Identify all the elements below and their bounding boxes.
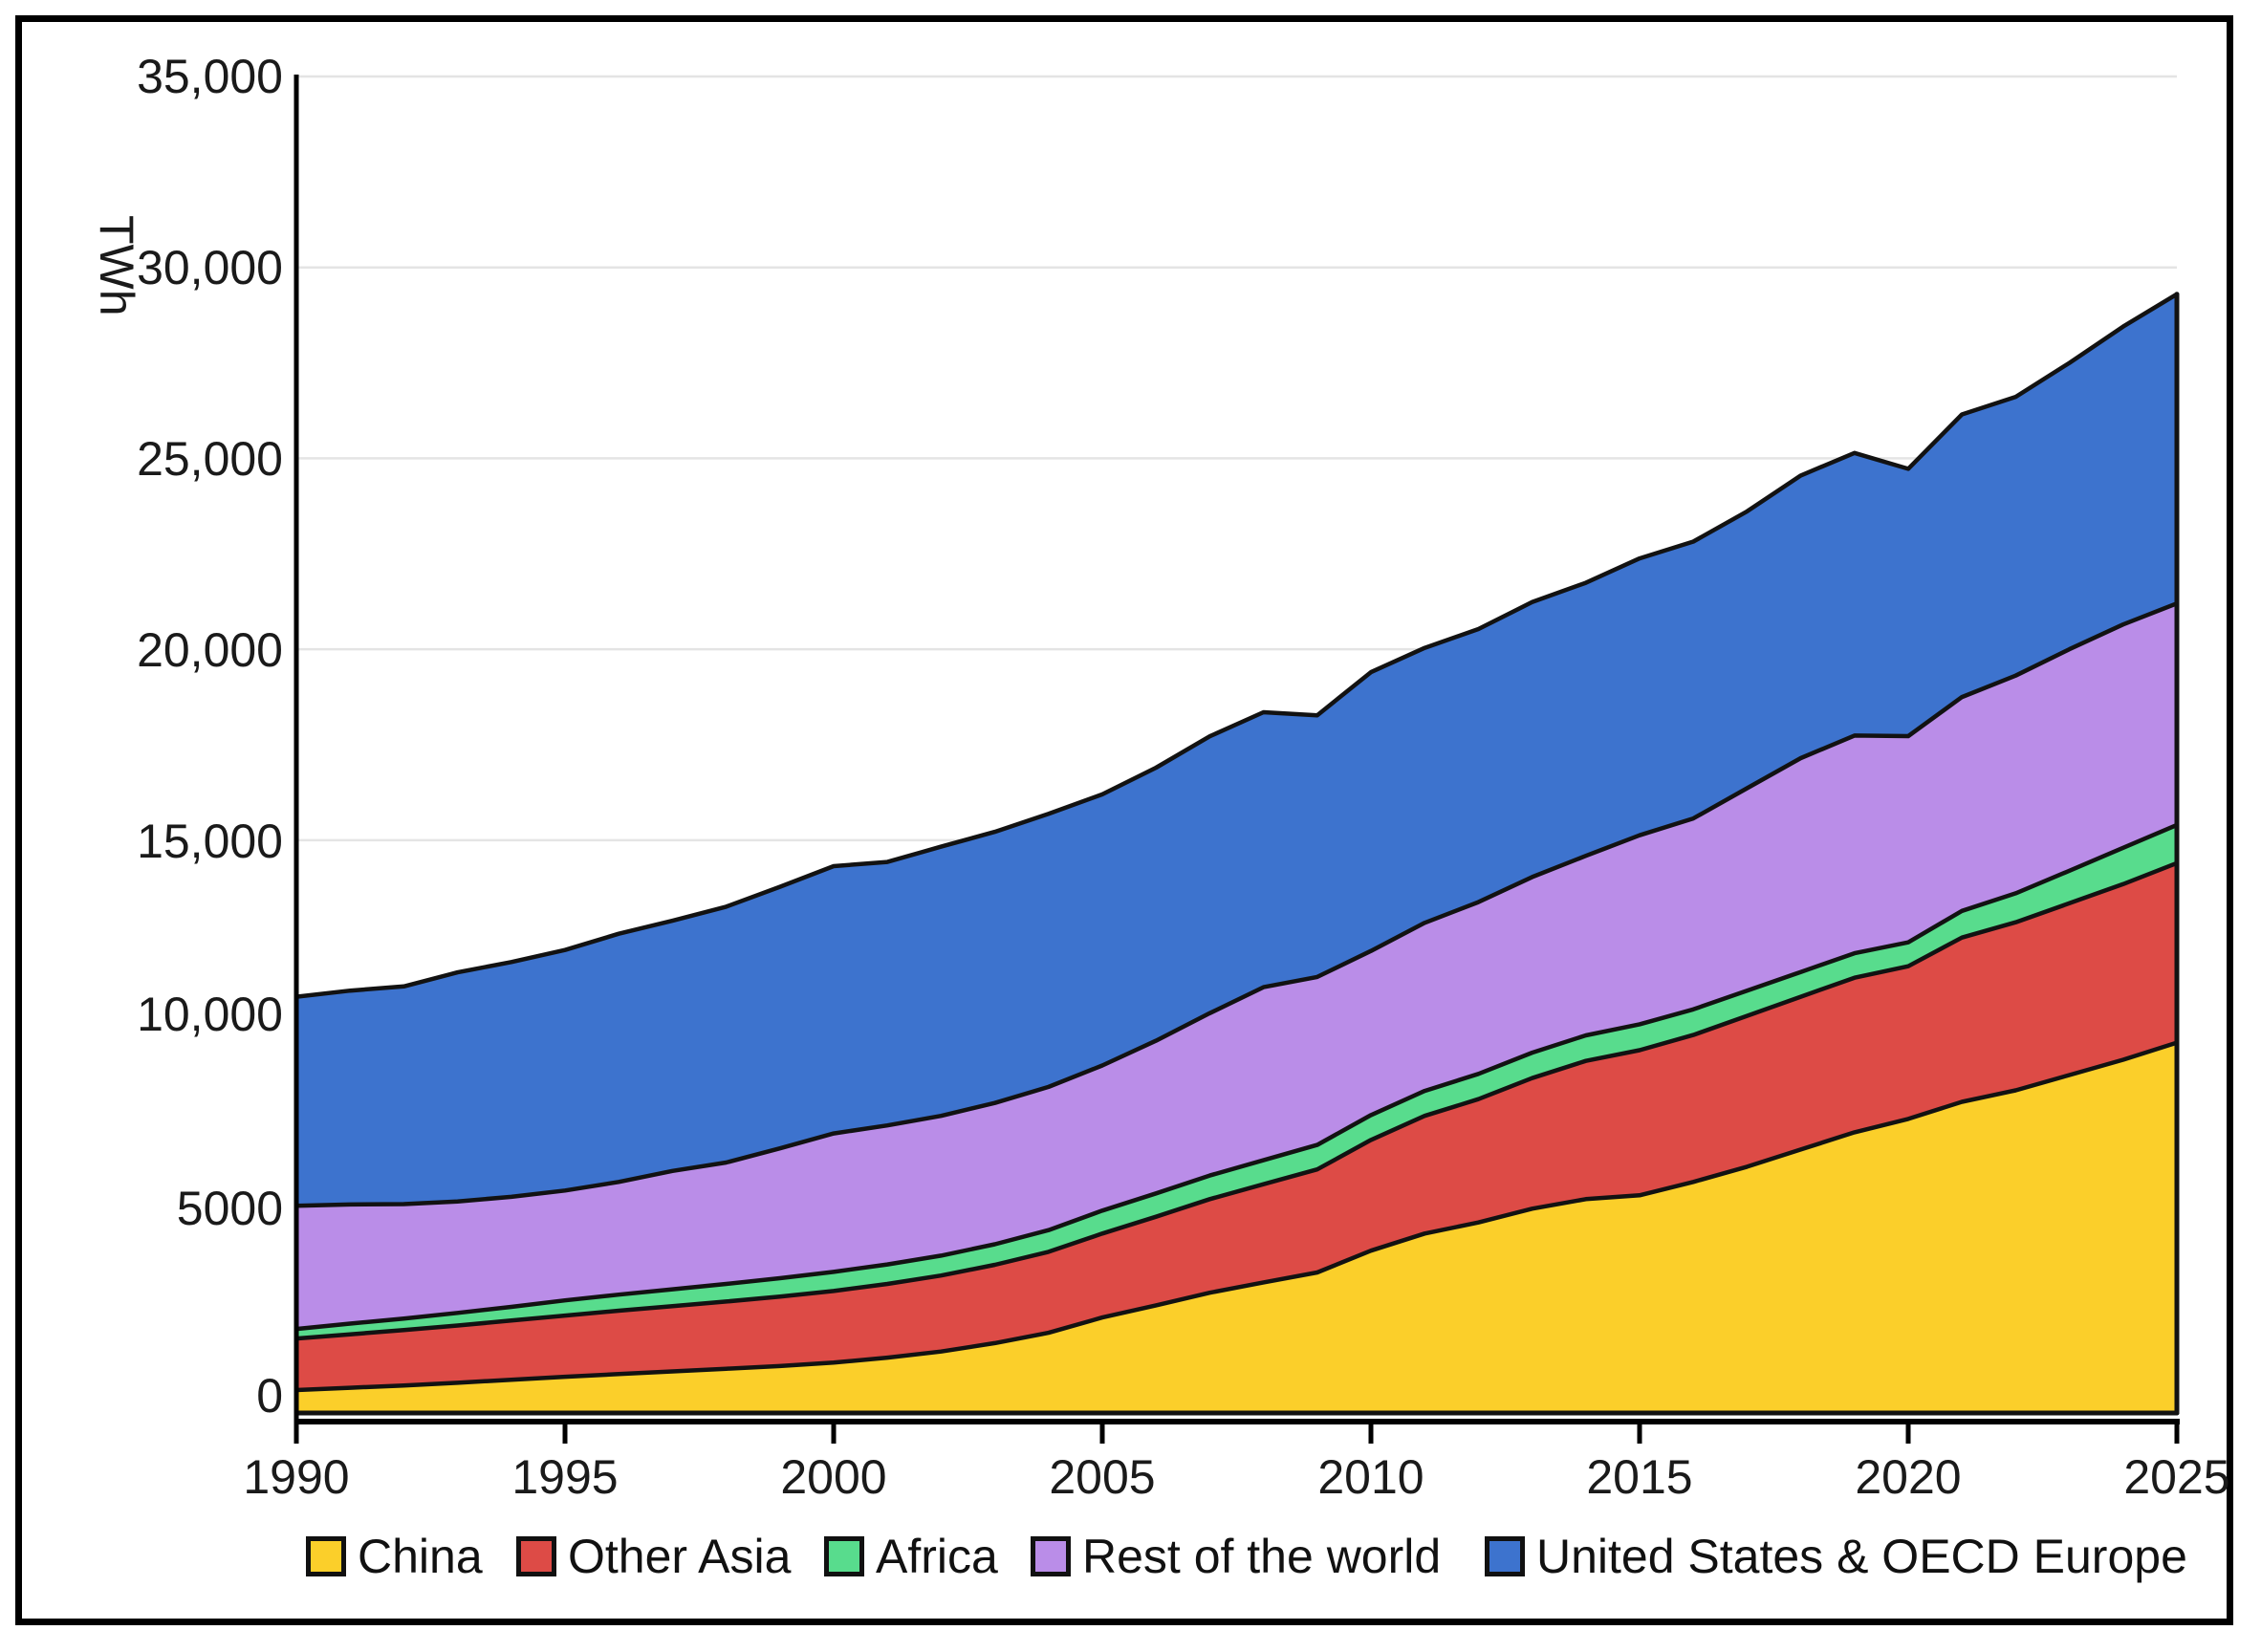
y-tick-label: 15,000 (137, 815, 283, 868)
area-bands (296, 293, 2177, 1413)
x-tick-label: 2005 (1049, 1450, 1155, 1504)
legend-label: China (358, 1530, 483, 1583)
boundary-line (293, 822, 2180, 1332)
china-swatch-icon (306, 1536, 346, 1576)
boundary-line (293, 1040, 2180, 1393)
y-tick-label: 10,000 (137, 988, 283, 1041)
legend-item-other-asia: Other Asia (516, 1528, 791, 1585)
other-asia-swatch-icon (516, 1536, 556, 1576)
legend-label: Africa (876, 1530, 998, 1583)
y-tick-label: 25,000 (137, 432, 283, 486)
y-tick-label: 0 (256, 1369, 283, 1423)
rest-of-world-swatch-icon (1031, 1536, 1071, 1576)
x-tick-label: 2000 (780, 1450, 886, 1504)
area-band-other-asia (296, 862, 2177, 1390)
y-tick-label: 30,000 (137, 241, 283, 294)
legend-item-africa: Africa (824, 1528, 998, 1585)
legend-label: Other Asia (568, 1530, 792, 1583)
area-band-rest-of-the-world (296, 603, 2177, 1330)
y-tick-label: 5000 (177, 1182, 283, 1235)
x-axis-labels: 1990 1995 2000 2005 2010 2015 2020 2025 (243, 1450, 2229, 1504)
legend-item-china: China (306, 1528, 483, 1585)
y-tick-label: 20,000 (137, 623, 283, 677)
us-oecd-europe-swatch-icon (1485, 1536, 1525, 1576)
y-axis-unit-label: TWh (90, 215, 143, 316)
x-tick-label: 2015 (1586, 1450, 1692, 1504)
x-tick-label: 1990 (243, 1450, 349, 1504)
boundary-line (293, 860, 2180, 1341)
x-tick-label: 2010 (1317, 1450, 1424, 1504)
legend-item-rest-of-world: Rest of the world (1031, 1528, 1441, 1585)
x-tick-label: 1995 (511, 1450, 618, 1504)
chart-legend: China Other Asia Africa Rest of the worl… (0, 1528, 2261, 1595)
x-tick-label: 2020 (1855, 1450, 1961, 1504)
legend-label: Rest of the world (1082, 1530, 1442, 1583)
legend-item-us-oecd-europe: United States & OECD Europe (1485, 1528, 2187, 1585)
band-outlines (293, 292, 2180, 1416)
x-axis-ticks (293, 1422, 2180, 1444)
x-tick-label: 2025 (2123, 1450, 2229, 1504)
legend-label: United States & OECD Europe (1536, 1530, 2187, 1583)
area-band-china (296, 1042, 2177, 1413)
area-band-united-states-oecd-europe (296, 293, 2177, 1206)
total-line (293, 292, 2180, 999)
africa-swatch-icon (824, 1536, 864, 1576)
y-axis-labels: 35,000 30,000 25,000 20,000 15,000 10,00… (137, 50, 283, 1423)
y-tick-label: 35,000 (137, 50, 283, 103)
boundary-line (293, 600, 2180, 1208)
